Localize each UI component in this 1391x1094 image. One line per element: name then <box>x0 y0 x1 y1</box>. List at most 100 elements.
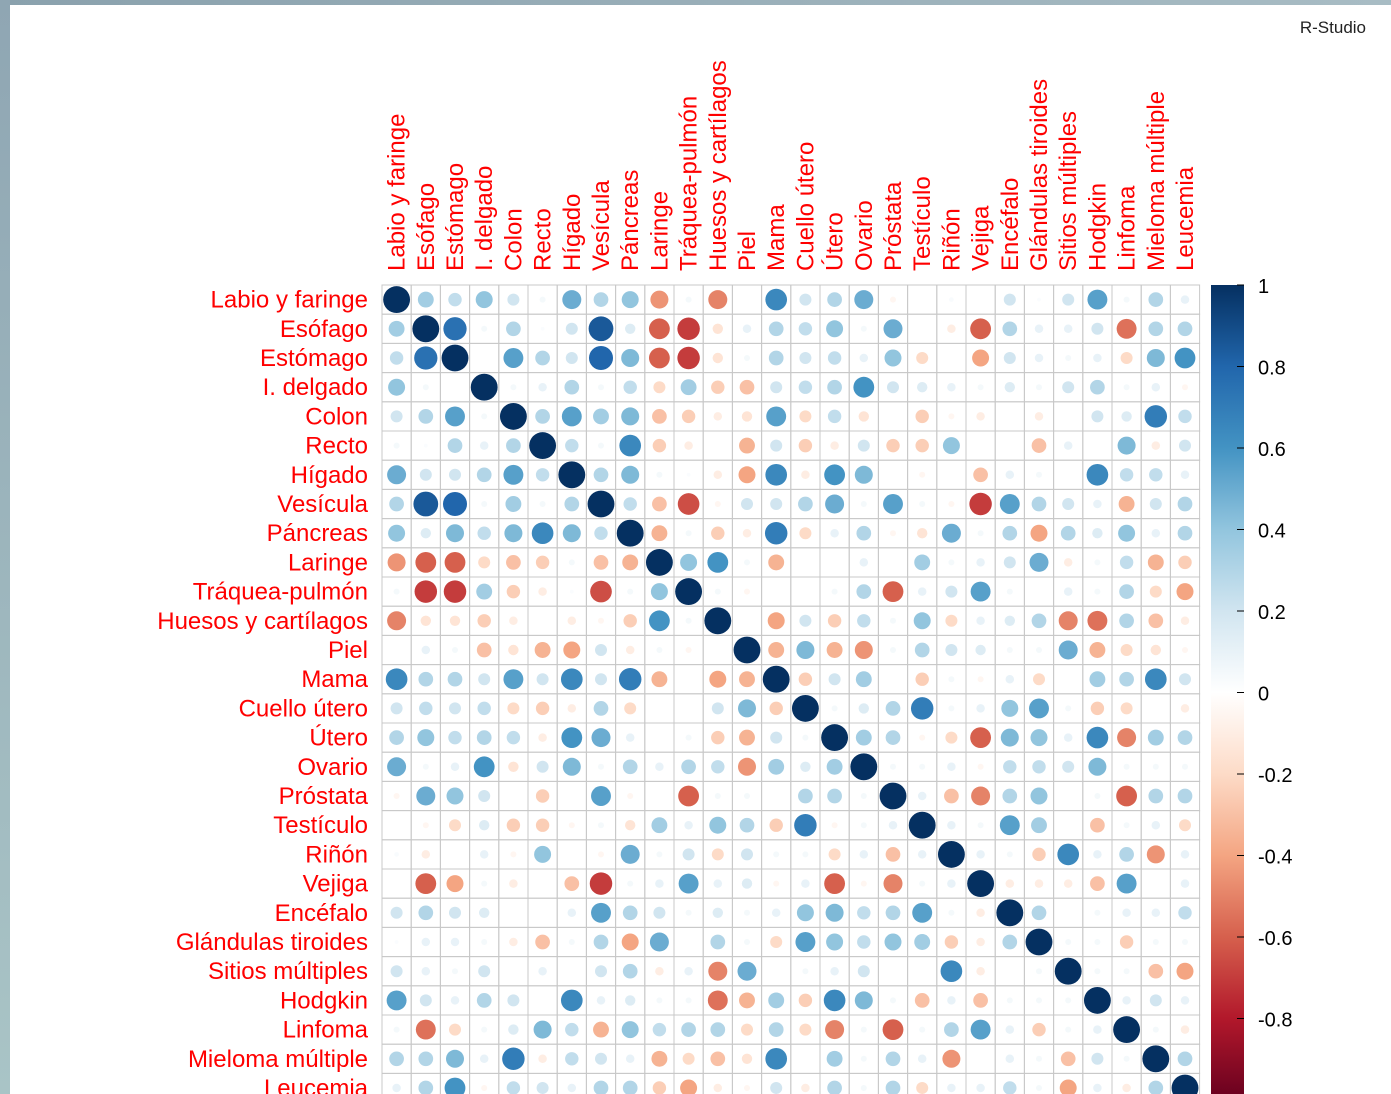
correlation-circle <box>1008 415 1011 418</box>
correlation-circle <box>1006 997 1013 1004</box>
correlation-circle <box>479 441 489 450</box>
correlation-circle <box>1087 610 1108 631</box>
correlation-circle <box>658 707 661 710</box>
correlation-circle <box>588 316 614 342</box>
correlation-circle <box>1119 847 1134 862</box>
correlation-circle <box>389 1051 404 1067</box>
correlation-circle <box>621 291 639 309</box>
correlation-circle <box>621 348 640 368</box>
correlation-circle <box>680 1079 698 1094</box>
correlation-circle <box>967 870 995 898</box>
correlation-circle <box>1174 347 1196 369</box>
correlation-circle <box>591 902 611 923</box>
correlation-circle <box>388 524 406 542</box>
correlation-circle <box>1008 444 1011 447</box>
correlation-circle <box>768 992 785 1009</box>
correlation-circle <box>739 992 755 1009</box>
correlation-circle <box>976 558 985 567</box>
correlation-circle <box>389 351 404 365</box>
row-label: Huesos y cartílagos <box>157 608 368 635</box>
correlation-circle <box>857 906 871 920</box>
correlation-circle <box>449 615 461 627</box>
correlation-circle <box>739 437 755 454</box>
correlation-circle <box>770 1081 783 1094</box>
correlation-circle <box>885 847 901 862</box>
correlation-circle <box>564 876 580 891</box>
correlation-circle <box>475 291 493 309</box>
correlation-circle <box>1177 321 1193 337</box>
correlation-circle <box>891 970 895 973</box>
correlation-circle <box>921 327 924 330</box>
correlation-circle <box>913 612 931 630</box>
correlation-circle <box>687 707 690 710</box>
correlation-circle <box>1006 851 1013 858</box>
correlation-circle <box>712 907 724 919</box>
correlation-circle <box>768 554 785 571</box>
correlation-circle <box>561 406 582 427</box>
correlation-circle <box>944 1022 959 1037</box>
correlation-circle <box>885 730 901 745</box>
correlation-circle <box>860 325 867 332</box>
correlation-circle <box>443 580 467 603</box>
correlation-circle <box>945 585 958 598</box>
correlation-circle <box>476 642 492 658</box>
correlation-circle <box>712 323 724 335</box>
colorbar-tick-label: 0 <box>1258 684 1269 706</box>
correlation-circle <box>711 526 725 540</box>
correlation-circle <box>1123 822 1130 829</box>
correlation-circle <box>656 471 663 478</box>
correlation-circle <box>1116 785 1138 807</box>
correlation-circle <box>565 438 579 453</box>
colorbar-tick-label: 0.8 <box>1258 358 1286 380</box>
correlation-circle <box>743 588 751 595</box>
correlation-circle <box>682 1052 695 1065</box>
correlation-circle <box>1031 817 1047 834</box>
colorbar-tick-label: -0.4 <box>1258 847 1292 869</box>
correlation-circle <box>419 468 432 481</box>
correlation-circle <box>568 559 575 566</box>
row-label: Piel <box>328 637 368 664</box>
correlation-circle <box>653 906 666 919</box>
correlation-circle <box>389 496 404 512</box>
correlation-circle <box>390 965 403 978</box>
correlation-circle <box>1003 760 1017 774</box>
correlation-circle <box>860 822 867 829</box>
row-label: Encéfalo <box>275 900 368 927</box>
correlation-circle <box>1060 525 1076 541</box>
correlation-circle <box>1123 296 1130 303</box>
correlation-circle <box>791 694 819 722</box>
correlation-circle <box>1034 412 1044 421</box>
correlation-circle <box>481 880 488 887</box>
correlation-circle <box>685 530 692 537</box>
column-label: Leucemia <box>1172 166 1199 271</box>
correlation-circle <box>1032 673 1046 686</box>
correlation-circle <box>420 615 432 627</box>
correlation-circle <box>451 646 459 654</box>
column-label: Tráquea-pulmón <box>676 96 703 271</box>
correlation-circle <box>798 322 813 336</box>
correlation-circle <box>593 1080 609 1094</box>
correlation-circle <box>802 968 809 975</box>
correlation-circle <box>538 733 547 742</box>
correlation-circle <box>446 787 464 805</box>
correlation-circle <box>1118 496 1135 512</box>
correlation-circle <box>1062 497 1075 511</box>
correlation-circle <box>562 757 581 776</box>
correlation-circle <box>802 734 809 741</box>
correlation-circle <box>1151 382 1161 392</box>
correlation-circle <box>510 384 517 391</box>
correlation-circle <box>1180 295 1190 304</box>
correlation-circle <box>565 1052 579 1066</box>
correlation-circle <box>885 905 901 921</box>
correlation-circle <box>507 702 520 715</box>
row-label: Leucemia <box>264 1075 369 1094</box>
correlation-circle <box>942 1049 961 1068</box>
correlation-circle <box>1003 556 1016 569</box>
correlation-circle <box>1142 1045 1170 1073</box>
correlation-circle <box>508 644 519 656</box>
correlation-circle <box>622 963 638 979</box>
correlation-circle <box>919 1026 926 1033</box>
correlation-circle <box>769 818 783 832</box>
correlation-circle <box>383 286 411 314</box>
correlation-circle <box>479 850 489 859</box>
